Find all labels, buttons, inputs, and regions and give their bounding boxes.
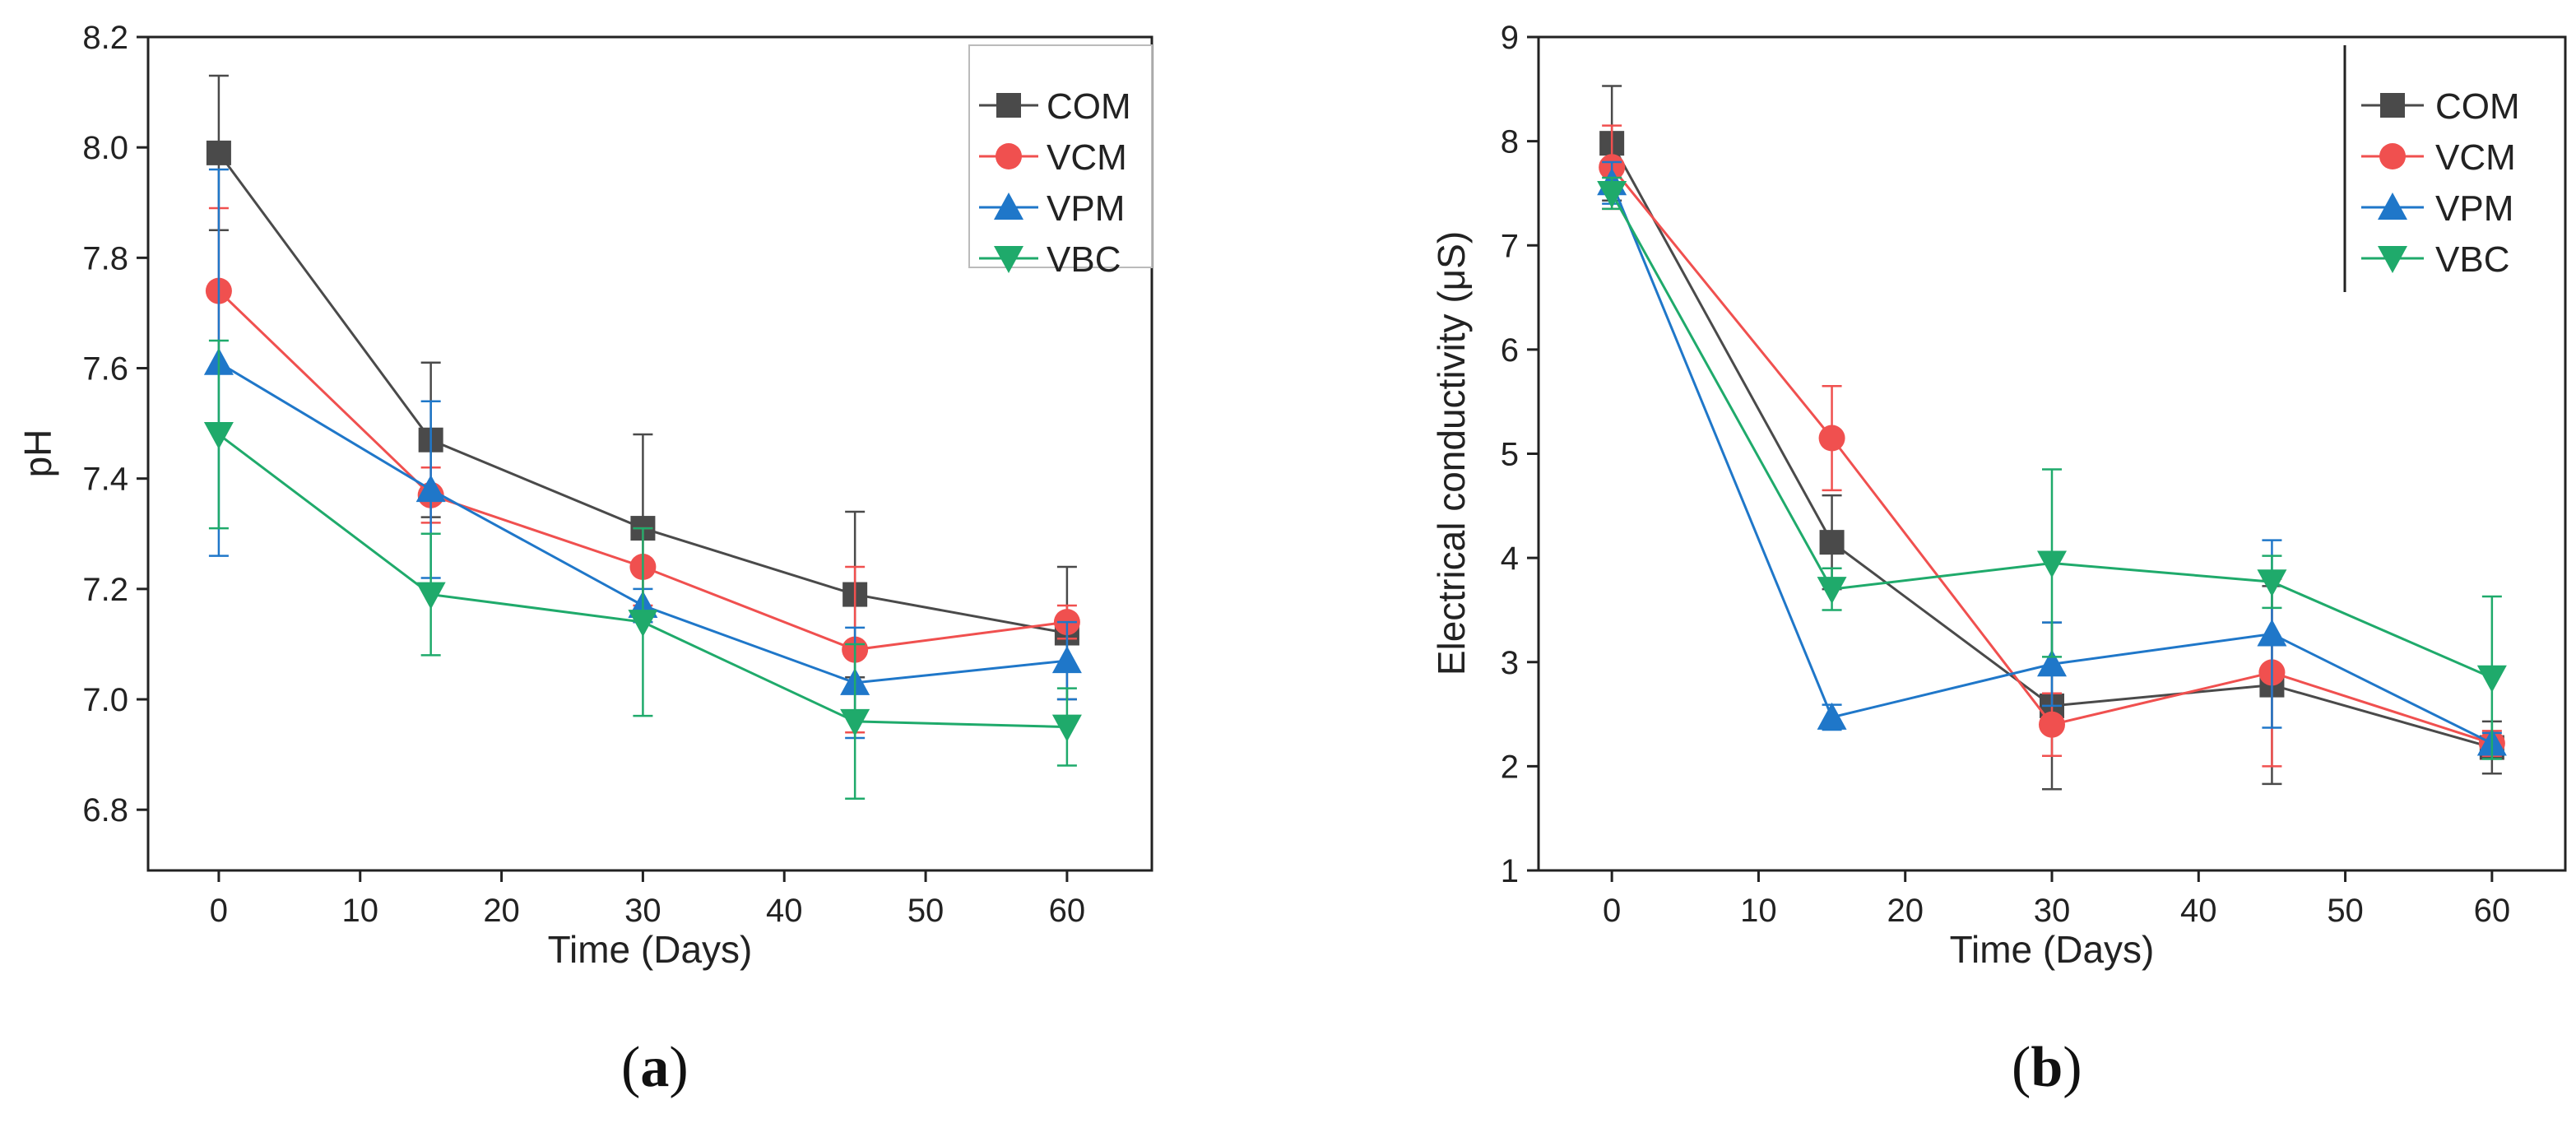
data-point bbox=[2037, 550, 2067, 578]
y-tick-label: 7.4 bbox=[82, 462, 128, 498]
legend-marker bbox=[994, 246, 1023, 273]
plot-frame-a bbox=[146, 35, 1153, 872]
legend-marker bbox=[2379, 143, 2406, 169]
caption-close: ) bbox=[669, 1036, 688, 1099]
data-point bbox=[2257, 569, 2287, 597]
x-tick-label: 10 bbox=[1740, 893, 1777, 929]
data-point bbox=[1818, 425, 1845, 452]
x-axis-label: Time (Days) bbox=[1950, 928, 2155, 971]
x-tick-label: 20 bbox=[1887, 893, 1924, 929]
y-tick-label: 3 bbox=[1501, 645, 1519, 681]
legend-label: VBC bbox=[2435, 239, 2509, 280]
caption-letter: b bbox=[2031, 1036, 2063, 1099]
data-point bbox=[2037, 649, 2067, 677]
legend-label: COM bbox=[2435, 86, 2520, 127]
y-tick-label: 8 bbox=[1501, 124, 1519, 160]
legend-marker bbox=[2378, 193, 2407, 220]
data-point bbox=[2476, 665, 2507, 693]
x-tick-label: 40 bbox=[2180, 893, 2217, 929]
y-tick-label: 7.2 bbox=[82, 572, 128, 608]
x-tick-label: 20 bbox=[483, 893, 520, 929]
legend-label: VPM bbox=[1047, 188, 1125, 229]
y-axis-label: Electrical conductivity (μS) bbox=[1430, 231, 1473, 675]
data-point bbox=[1051, 646, 1082, 674]
caption-b: (b) bbox=[2012, 1036, 2082, 1099]
data-point bbox=[2039, 711, 2065, 738]
chart-b: 0 10 20 30 40 50 60 1 2 3 4 5 6 7 8 9 Time (Days) Electri… bbox=[1430, 20, 2567, 1099]
x-tick-label: 40 bbox=[766, 893, 803, 929]
data-point bbox=[1597, 180, 1627, 208]
legend-label: VCM bbox=[1047, 137, 1127, 178]
data-point bbox=[1819, 530, 1845, 555]
y-tick-label: 6 bbox=[1501, 332, 1519, 369]
legend-marker bbox=[2380, 93, 2405, 118]
caption-open: ( bbox=[621, 1036, 640, 1099]
data-point bbox=[1051, 714, 1082, 742]
legend-b: COM VCM VPM VBC bbox=[2343, 45, 2520, 292]
y-axis-label: pH bbox=[16, 429, 59, 478]
x-tick-label: 60 bbox=[2474, 893, 2511, 929]
x-axis-label: Time (Days) bbox=[548, 928, 753, 971]
data-point bbox=[415, 582, 446, 610]
x-tick-label: 0 bbox=[210, 893, 228, 929]
y-tick-label: 9 bbox=[1501, 20, 1519, 56]
legend-label: VCM bbox=[2435, 137, 2516, 178]
series-vbc bbox=[203, 339, 1082, 801]
x-tick-label: 30 bbox=[624, 893, 661, 929]
y-tick-label: 7.8 bbox=[82, 240, 128, 276]
x-tick-label: 10 bbox=[341, 893, 378, 929]
y-tick-label: 4 bbox=[1501, 541, 1519, 577]
legend-marker bbox=[996, 93, 1021, 118]
legend-label: VBC bbox=[1047, 239, 1121, 280]
y-tick-label: 7.0 bbox=[82, 682, 128, 718]
data-point bbox=[203, 422, 234, 450]
y-tick-label: 7.6 bbox=[82, 351, 128, 388]
legend-label: VPM bbox=[2435, 188, 2513, 229]
legend-marker bbox=[994, 193, 1023, 220]
y-tick-label: 8.0 bbox=[82, 130, 128, 166]
y-tick-label: 5 bbox=[1501, 437, 1519, 473]
x-tick-label: 50 bbox=[2327, 893, 2364, 929]
series-vpm bbox=[1597, 160, 2507, 756]
x-tick-label: 30 bbox=[2034, 893, 2071, 929]
data-point bbox=[840, 708, 870, 736]
y-tick-label: 7 bbox=[1501, 228, 1519, 264]
y-tick-label: 6.8 bbox=[82, 792, 128, 828]
legend-marker bbox=[2378, 246, 2407, 273]
legend-label: COM bbox=[1047, 86, 1131, 127]
x-tick-label: 50 bbox=[907, 893, 945, 929]
series-vbc bbox=[1597, 176, 2507, 760]
data-point bbox=[2257, 619, 2287, 647]
data-point bbox=[1817, 702, 1847, 730]
data-point bbox=[628, 610, 658, 638]
data-point bbox=[415, 475, 446, 503]
caption-close: ) bbox=[2063, 1036, 2082, 1099]
x-tick-label: 0 bbox=[1603, 893, 1621, 929]
data-point bbox=[1817, 577, 1847, 605]
y-tick-label: 1 bbox=[1501, 853, 1519, 889]
caption-a: (a) bbox=[621, 1036, 689, 1099]
y-tick-label: 2 bbox=[1501, 749, 1519, 785]
caption-letter: a bbox=[640, 1036, 669, 1099]
legend-marker bbox=[996, 143, 1022, 169]
caption-open: ( bbox=[2012, 1036, 2031, 1099]
y-tick-label: 8.2 bbox=[82, 20, 128, 56]
x-tick-label: 60 bbox=[1049, 893, 1086, 929]
chart-a: 0 10 20 30 40 50 60 6.8 7.0 7.2 7.4 7.6 7.8 8.0 8.2 Tim… bbox=[16, 20, 1153, 1099]
data-point bbox=[206, 140, 231, 165]
legend-a: COM VCM VPM VBC bbox=[968, 44, 1153, 280]
